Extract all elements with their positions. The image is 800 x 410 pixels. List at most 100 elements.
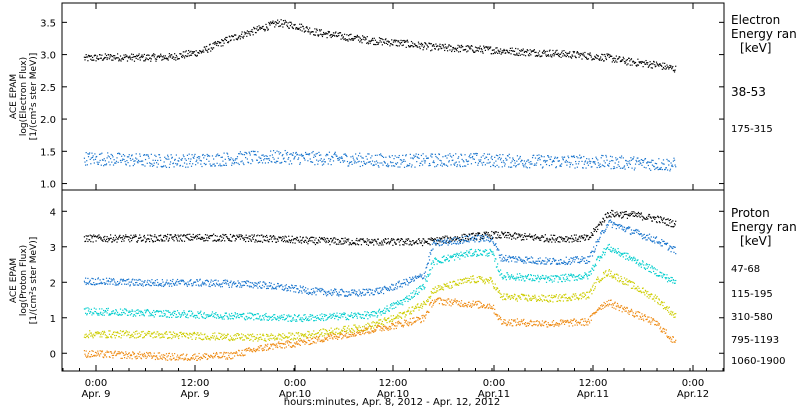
data-point xyxy=(324,161,326,163)
data-point xyxy=(268,238,271,241)
data-point xyxy=(223,234,225,237)
data-point xyxy=(506,231,509,234)
data-point xyxy=(144,165,146,167)
data-point xyxy=(351,39,353,41)
data-point xyxy=(345,154,347,156)
data-point xyxy=(375,288,377,290)
data-point xyxy=(342,159,344,162)
data-point xyxy=(607,212,609,215)
data-point xyxy=(343,295,346,297)
data-point xyxy=(139,155,141,157)
data-point xyxy=(94,284,96,286)
data-point xyxy=(220,314,222,316)
data-point xyxy=(512,158,514,161)
data-point xyxy=(187,53,189,55)
data-point xyxy=(561,262,563,264)
data-point xyxy=(338,159,340,161)
data-point xyxy=(526,256,528,258)
data-point xyxy=(189,280,191,282)
data-point xyxy=(342,36,345,38)
data-point xyxy=(189,233,191,235)
data-point xyxy=(514,232,516,234)
data-point xyxy=(380,290,382,292)
data-point xyxy=(541,262,543,264)
data-point xyxy=(187,166,189,168)
data-point xyxy=(568,241,570,243)
data-point xyxy=(658,221,661,223)
data-point xyxy=(501,166,503,168)
data-point xyxy=(392,161,394,164)
data-point xyxy=(591,255,594,257)
data-point xyxy=(325,33,328,35)
data-point xyxy=(570,273,572,275)
data-point xyxy=(454,47,456,49)
data-point xyxy=(352,242,354,244)
data-point xyxy=(86,313,88,315)
data-point xyxy=(126,55,128,57)
data-point xyxy=(233,235,236,237)
data-point xyxy=(483,161,485,164)
data-point xyxy=(242,284,244,286)
data-point xyxy=(193,316,195,318)
data-point xyxy=(312,150,314,153)
data-point xyxy=(255,239,257,241)
data-point xyxy=(409,298,411,301)
data-point xyxy=(391,39,393,41)
data-point xyxy=(458,156,460,158)
data-point xyxy=(618,216,620,218)
data-point xyxy=(251,29,253,31)
data-point xyxy=(484,250,486,253)
data-point xyxy=(235,282,237,284)
data-point xyxy=(469,154,471,156)
data-point xyxy=(496,237,498,239)
data-point xyxy=(107,241,109,243)
data-point xyxy=(394,155,396,157)
data-point xyxy=(273,283,275,286)
data-point xyxy=(284,235,286,237)
data-point xyxy=(135,153,137,155)
data-point xyxy=(256,28,258,30)
data-point xyxy=(559,278,562,280)
data-point xyxy=(347,40,349,42)
data-point xyxy=(513,257,516,259)
data-point xyxy=(363,317,365,320)
data-point xyxy=(225,281,227,283)
data-point xyxy=(655,237,657,239)
data-point xyxy=(580,275,583,277)
data-point xyxy=(233,281,235,283)
data-point xyxy=(302,318,304,320)
data-point xyxy=(433,242,435,244)
data-point xyxy=(669,170,671,172)
data-point xyxy=(171,316,173,319)
data-point xyxy=(357,155,360,157)
data-point xyxy=(600,221,602,224)
data-point xyxy=(299,317,301,319)
data-point xyxy=(666,64,668,66)
data-point xyxy=(219,235,221,238)
data-point xyxy=(540,239,542,241)
data-point xyxy=(421,278,424,280)
data-point xyxy=(297,28,299,30)
data-point xyxy=(404,160,406,162)
data-point xyxy=(91,283,94,286)
data-point xyxy=(455,254,457,256)
data-point xyxy=(128,56,130,58)
data-point xyxy=(426,264,428,266)
data-point xyxy=(304,291,306,293)
data-point xyxy=(347,240,349,242)
data-point xyxy=(300,290,303,292)
data-point xyxy=(307,31,309,33)
data-point xyxy=(188,239,190,241)
data-point xyxy=(517,276,520,279)
data-point xyxy=(380,153,382,155)
data-point xyxy=(137,279,139,281)
data-point xyxy=(575,279,577,281)
data-point xyxy=(309,27,311,29)
data-point xyxy=(470,248,473,250)
data-point xyxy=(547,54,549,56)
data-point xyxy=(371,160,374,162)
data-point xyxy=(376,154,378,156)
data-point xyxy=(163,161,165,163)
data-point xyxy=(425,155,427,157)
data-point xyxy=(586,274,588,276)
